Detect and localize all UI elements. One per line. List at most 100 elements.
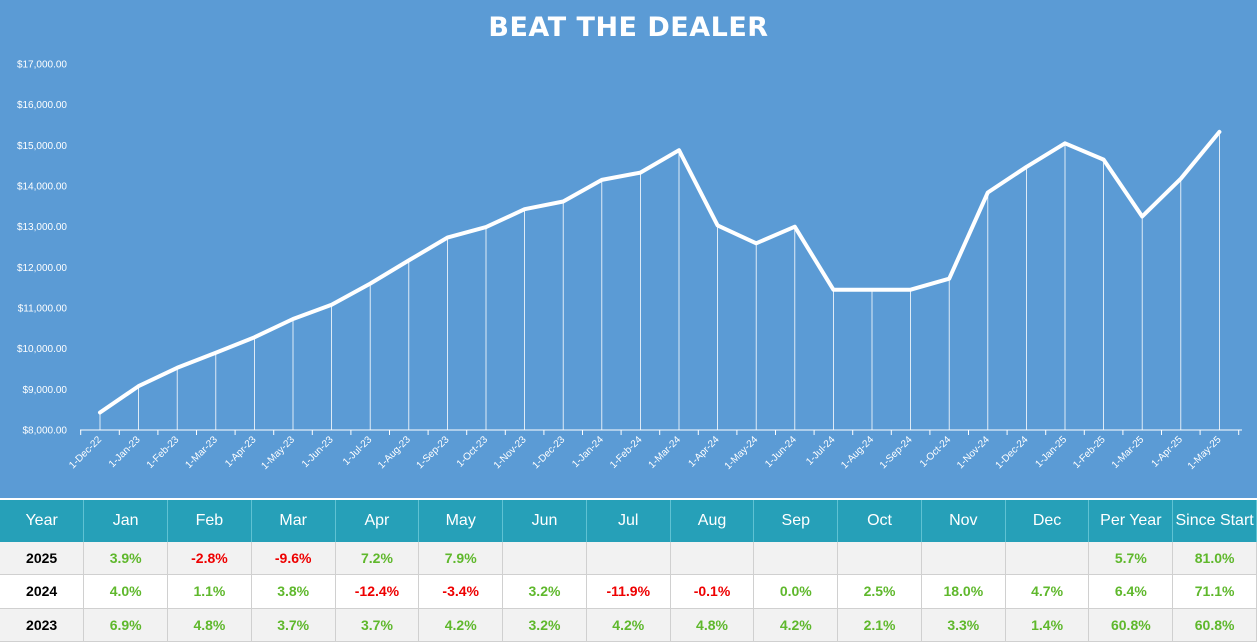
table-row: 2024 4.0% 1.1% 3.8% -12.4% -3.4% 3.2% -11.9% -0.… bbox=[0, 574, 1257, 609]
x-tick-label: 1-Feb-24 bbox=[608, 434, 645, 471]
x-tick-label: 1-Oct-24 bbox=[918, 434, 954, 470]
x-tick-label: 1-Mar-23 bbox=[183, 434, 220, 471]
return-cell: 1.4% bbox=[1005, 608, 1090, 642]
return-cell: 18.0% bbox=[921, 574, 1006, 609]
y-tick-label: $9,000.00 bbox=[23, 385, 68, 396]
table-header-cell: May bbox=[418, 500, 504, 542]
x-tick-label: 1-Jan-24 bbox=[570, 434, 606, 470]
x-tick-label: 1-Jul-24 bbox=[804, 434, 838, 468]
table-header-cell: Jan bbox=[83, 500, 169, 542]
return-cell: 3.9% bbox=[83, 542, 169, 576]
return-cell: 60.8% bbox=[1088, 608, 1174, 642]
table-header-cell: Sep bbox=[753, 500, 839, 542]
return-cell: 3.2% bbox=[502, 608, 587, 642]
table-header-cell: Jul bbox=[586, 500, 671, 542]
x-tick-label: 1-Oct-23 bbox=[455, 434, 491, 470]
return-cell: 2.5% bbox=[837, 574, 922, 609]
return-cell: 4.2% bbox=[586, 608, 671, 642]
x-tick-label: 1-Nov-23 bbox=[492, 434, 529, 471]
return-cell: 60.8% bbox=[1172, 608, 1257, 642]
x-tick-label: 1-Feb-23 bbox=[145, 434, 182, 471]
return-cell bbox=[753, 542, 839, 576]
return-cell: 3.7% bbox=[335, 608, 420, 642]
return-cell: -9.6% bbox=[251, 542, 336, 576]
x-tick-label: 1-Mar-24 bbox=[647, 434, 684, 471]
return-cell: -0.1% bbox=[670, 574, 755, 609]
x-tick-label: 1-Jan-25 bbox=[1033, 434, 1069, 470]
x-tick-label: 1-Mar-25 bbox=[1110, 434, 1147, 471]
y-tick-label: $13,000.00 bbox=[17, 222, 67, 233]
return-cell: 6.4% bbox=[1088, 574, 1174, 609]
return-cell bbox=[837, 542, 922, 576]
return-cell: 6.9% bbox=[83, 608, 169, 642]
returns-table: Year Jan Feb Mar Apr May Jun Jul Aug Sep Oct Nov Dec… bbox=[0, 500, 1257, 642]
return-cell: 3.7% bbox=[251, 608, 336, 642]
y-tick-label: $16,000.00 bbox=[17, 100, 67, 111]
y-tick-label: $8,000.00 bbox=[23, 426, 68, 437]
table-header-cell: Jun bbox=[502, 500, 587, 542]
table-header-cell: Year bbox=[0, 500, 85, 542]
series-line bbox=[98, 129, 1222, 415]
return-cell: 2.1% bbox=[837, 608, 922, 642]
x-tick-label: 1-May-24 bbox=[723, 434, 761, 472]
return-cell bbox=[502, 542, 587, 576]
table-header-cell: Since Start bbox=[1172, 500, 1257, 542]
return-cell: 81.0% bbox=[1172, 542, 1257, 576]
return-cell bbox=[670, 542, 755, 576]
return-cell bbox=[921, 542, 1006, 576]
table-header-cell: Aug bbox=[670, 500, 755, 542]
x-tick-label: 1-Jul-23 bbox=[341, 434, 375, 468]
x-tick-label: 1-Jun-24 bbox=[763, 434, 799, 470]
return-cell bbox=[1005, 542, 1090, 576]
return-cell: -11.9% bbox=[586, 574, 671, 609]
table-header-cell: Nov bbox=[921, 500, 1006, 542]
y-tick-label: $11,000.00 bbox=[18, 304, 68, 315]
x-tick-label: 1-May-23 bbox=[259, 434, 297, 472]
return-cell bbox=[586, 542, 671, 576]
return-cell: 3.2% bbox=[502, 574, 587, 609]
x-tick-label: 1-Aug-24 bbox=[839, 434, 876, 471]
x-tick-label: 1-Feb-25 bbox=[1071, 434, 1108, 471]
chart-title: BEAT THE DEALER bbox=[488, 12, 769, 43]
return-cell: 71.1% bbox=[1172, 574, 1257, 609]
return-cell: 5.7% bbox=[1088, 542, 1174, 576]
return-cell: 7.9% bbox=[418, 542, 504, 576]
table-body: 2025 3.9% -2.8% -9.6% 7.2% 7.9% 5.7% 81.0% 2024 4… bbox=[0, 542, 1257, 642]
x-tick-label: 1-Apr-24 bbox=[686, 434, 722, 470]
return-cell: 4.2% bbox=[753, 608, 839, 642]
y-tick-label: $10,000.00 bbox=[17, 344, 67, 355]
chart-area: $8,000.00 $9,000.00 $10,000.00 $11,000.00 $1… bbox=[0, 0, 1257, 498]
x-tick-label: 1-Nov-24 bbox=[955, 434, 992, 471]
year-cell: 2024 bbox=[0, 574, 85, 609]
table-row: 2023 6.9% 4.8% 3.7% 3.7% 4.2% 3.2% 4.2% 4.8% 4.2%… bbox=[0, 608, 1257, 642]
y-tick-label: $12,000.00 bbox=[17, 263, 67, 274]
return-cell: 0.0% bbox=[753, 574, 839, 609]
x-tick-label: 1-Dec-22 bbox=[67, 434, 104, 471]
return-cell: 7.2% bbox=[335, 542, 420, 576]
x-tick-label: 1-Dec-23 bbox=[530, 434, 567, 471]
table-row: 2025 3.9% -2.8% -9.6% 7.2% 7.9% 5.7% 81.0% bbox=[0, 542, 1257, 576]
x-tick-label: 1-Jan-23 bbox=[107, 434, 143, 470]
table-header-cell: Oct bbox=[837, 500, 922, 542]
return-cell: -3.4% bbox=[418, 574, 504, 609]
x-tick-label: 1-May-25 bbox=[1186, 434, 1224, 472]
table-header-cell: Per Year bbox=[1088, 500, 1174, 542]
table-header-cell: Apr bbox=[335, 500, 420, 542]
x-tick-label: 1-Jun-23 bbox=[300, 434, 336, 470]
x-tick-label: 1-Dec-24 bbox=[994, 434, 1031, 471]
x-tick-label: 1-Apr-23 bbox=[223, 434, 259, 470]
year-cell: 2025 bbox=[0, 542, 85, 576]
y-tick-label: $15,000.00 bbox=[17, 141, 67, 152]
line-chart: $8,000.00 $9,000.00 $10,000.00 $11,000.00 $1… bbox=[17, 60, 1242, 472]
return-cell: 3.8% bbox=[251, 574, 336, 609]
table-header-cell: Mar bbox=[251, 500, 336, 542]
table-header-row: Year Jan Feb Mar Apr May Jun Jul Aug Sep Oct Nov Dec… bbox=[0, 500, 1257, 542]
return-cell: 4.8% bbox=[167, 608, 252, 642]
table-header-cell: Dec bbox=[1005, 500, 1090, 542]
return-cell: 1.1% bbox=[167, 574, 252, 609]
return-cell: 4.7% bbox=[1005, 574, 1090, 609]
return-cell: 4.2% bbox=[418, 608, 504, 642]
x-tick-label: 1-Aug-23 bbox=[376, 434, 413, 471]
year-cell: 2023 bbox=[0, 608, 85, 642]
y-tick-label: $17,000.00 bbox=[17, 60, 67, 71]
